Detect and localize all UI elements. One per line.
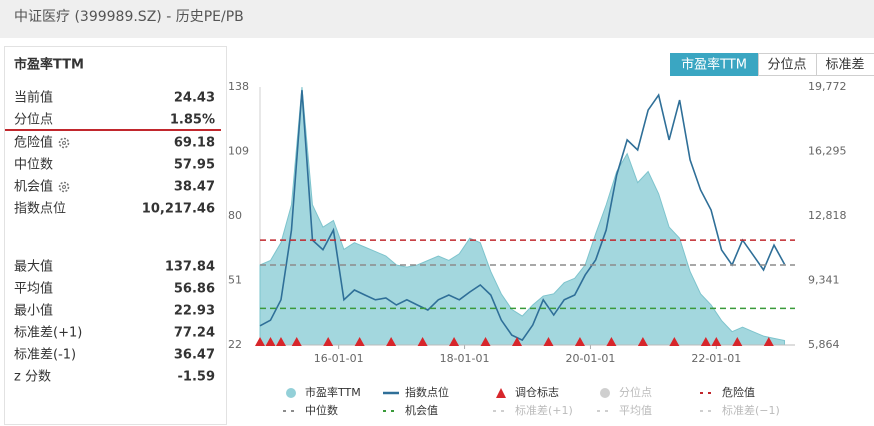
legend-label[interactable]: 平均值 xyxy=(619,404,652,417)
stat-value: 57.95 xyxy=(174,158,215,173)
legend-label[interactable]: 标准差(+1) xyxy=(515,403,573,417)
rebalance-marker xyxy=(323,337,334,346)
legend-symbol xyxy=(496,388,506,398)
gear-icon[interactable] xyxy=(58,137,70,149)
y2-tick-label: 19,772 xyxy=(808,80,847,93)
legend-label[interactable]: 标准差(−1) xyxy=(722,403,780,417)
stat-label: 中位数 xyxy=(14,158,53,173)
legend-label[interactable]: 指数点位 xyxy=(405,385,449,399)
title-bar xyxy=(0,0,874,38)
rebalance-marker xyxy=(669,337,680,346)
stat-label: 平均值 xyxy=(14,281,53,297)
x-tick-label: 18-01-01 xyxy=(440,352,490,365)
legend-label[interactable]: 调仓标志 xyxy=(515,385,559,399)
tab[interactable] xyxy=(816,53,874,76)
rebalance-marker xyxy=(732,337,743,346)
rebalance-marker xyxy=(291,337,302,346)
rebalance-marker xyxy=(386,337,397,346)
stat-label: 标准差(-1) xyxy=(14,348,76,363)
index-line xyxy=(259,90,786,342)
x-tick-label: 16-01-01 xyxy=(314,352,364,365)
stats-panel xyxy=(4,46,227,425)
legend-label[interactable]: 危险值 xyxy=(722,385,755,399)
stat-value: 137.84 xyxy=(165,260,215,275)
stat-value: 10,217.46 xyxy=(142,202,215,217)
rebalance-marker xyxy=(700,337,711,346)
y2-tick-label: 5,864 xyxy=(808,338,840,351)
rebalance-marker xyxy=(417,337,428,346)
tab-label[interactable]: 分位点 xyxy=(767,58,806,73)
stat-value: 77.24 xyxy=(174,326,215,341)
tab-label[interactable]: 市盈率TTM xyxy=(681,57,747,73)
rebalance-marker xyxy=(265,337,276,346)
stat-label: z 分数 xyxy=(14,370,51,385)
gear-icon-hub xyxy=(62,141,67,145)
rebalance-marker xyxy=(275,337,286,346)
y-tick-label: 80 xyxy=(228,209,242,222)
page-title: 中证医疗 (399989.SZ) - 历史PE/PB xyxy=(14,9,244,25)
stat-label: 指数点位 xyxy=(14,202,66,217)
stat-label: 最小值 xyxy=(14,303,53,319)
stat-label: 标准差(+1) xyxy=(14,326,82,341)
rebalance-marker xyxy=(711,337,722,346)
pe-area xyxy=(259,86,786,346)
rebalance-marker xyxy=(606,337,617,346)
y-tick-label: 51 xyxy=(228,274,242,287)
y-tick-label: 109 xyxy=(228,145,249,158)
stat-value: 24.43 xyxy=(174,91,215,106)
legend-symbol xyxy=(286,388,296,398)
rebalance-marker xyxy=(543,337,554,346)
stat-value: 36.47 xyxy=(174,348,215,363)
y2-tick-label: 12,818 xyxy=(808,209,847,222)
gear-icon[interactable] xyxy=(58,181,70,193)
legend-symbol xyxy=(600,388,610,398)
card xyxy=(0,38,874,426)
gear-icon-hub xyxy=(62,185,67,189)
y2-tick-label: 16,295 xyxy=(808,145,847,158)
stat-value: -1.59 xyxy=(178,370,215,385)
stat-label: 危险值 xyxy=(14,135,53,151)
legend-label[interactable]: 市盈率TTM xyxy=(305,385,361,399)
y-tick-label: 22 xyxy=(228,338,242,351)
rebalance-marker xyxy=(763,337,774,346)
rebalance-marker xyxy=(449,337,460,346)
stat-value: 69.18 xyxy=(174,136,215,151)
y-tick-label: 138 xyxy=(228,80,249,93)
rebalance-marker xyxy=(637,337,648,346)
rebalance-marker xyxy=(480,337,491,346)
stat-label: 最大值 xyxy=(14,259,53,275)
stat-value: 1.85% xyxy=(170,113,215,128)
stat-label: 当前值 xyxy=(14,90,53,106)
x-tick-label: 22-01-01 xyxy=(691,352,741,365)
legend-label[interactable]: 分位点 xyxy=(619,385,652,399)
rebalance-marker xyxy=(255,337,265,346)
legend-label[interactable]: 机会值 xyxy=(405,403,438,417)
stat-label: 机会值 xyxy=(14,179,53,195)
stats-title: 市盈率TTM xyxy=(14,57,84,73)
tab-label[interactable]: 标准差 xyxy=(825,58,864,73)
rebalance-marker xyxy=(574,337,585,346)
stat-label: 分位点 xyxy=(14,113,53,128)
stat-value: 22.93 xyxy=(174,304,215,319)
x-tick-label: 20-01-01 xyxy=(565,352,615,365)
stat-value: 38.47 xyxy=(174,180,215,195)
rebalance-marker xyxy=(354,337,365,346)
stat-value: 56.86 xyxy=(174,282,215,297)
rebalance-marker xyxy=(512,337,523,346)
legend-label[interactable]: 中位数 xyxy=(305,403,338,417)
y2-tick-label: 9,341 xyxy=(808,274,840,287)
